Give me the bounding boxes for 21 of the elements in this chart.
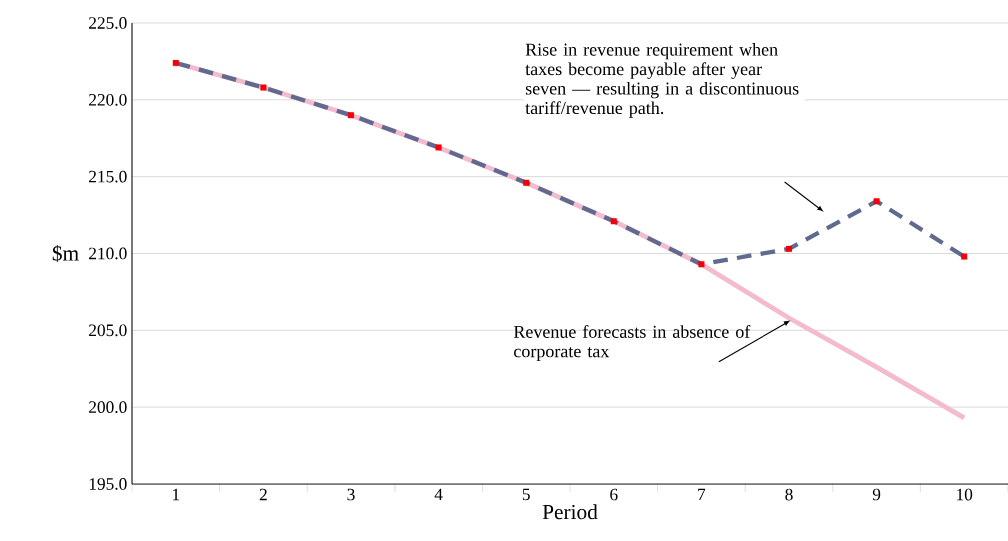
x-tick-label: 9: [872, 488, 881, 501]
y-axis-title: $m: [52, 244, 79, 263]
y-tick-label: 225.0: [89, 17, 127, 29]
x-tick-label: 4: [434, 488, 443, 501]
y-tick-label: 205.0: [89, 324, 127, 337]
y-tick-label: 220.0: [89, 93, 127, 106]
x-tick-label: 8: [785, 488, 793, 501]
y-tick-label: 215.0: [89, 170, 127, 183]
y-tick-label: 210.0: [89, 247, 127, 260]
x-tick-label: 3: [347, 488, 355, 501]
x-axis-title: Period: [542, 504, 598, 520]
annotation: Revenue forecasts in absence of corporate tax: [513, 325, 751, 362]
x-tick-label: 6: [610, 488, 618, 501]
x-tick-label: 7: [698, 488, 706, 501]
x-tick-label: 5: [522, 488, 530, 501]
y-tick-label: 200.0: [89, 401, 127, 414]
x-tick-label: 10: [957, 488, 973, 501]
y-tick-label: 195.0: [89, 478, 127, 490]
annotation: Rise in revenue requirement when taxes become payable after year seven — resulting in a discontinuous tariff/revenue path.: [525, 43, 799, 118]
x-tick-label: 1: [173, 488, 180, 501]
x-tick-label: 2: [259, 488, 267, 501]
